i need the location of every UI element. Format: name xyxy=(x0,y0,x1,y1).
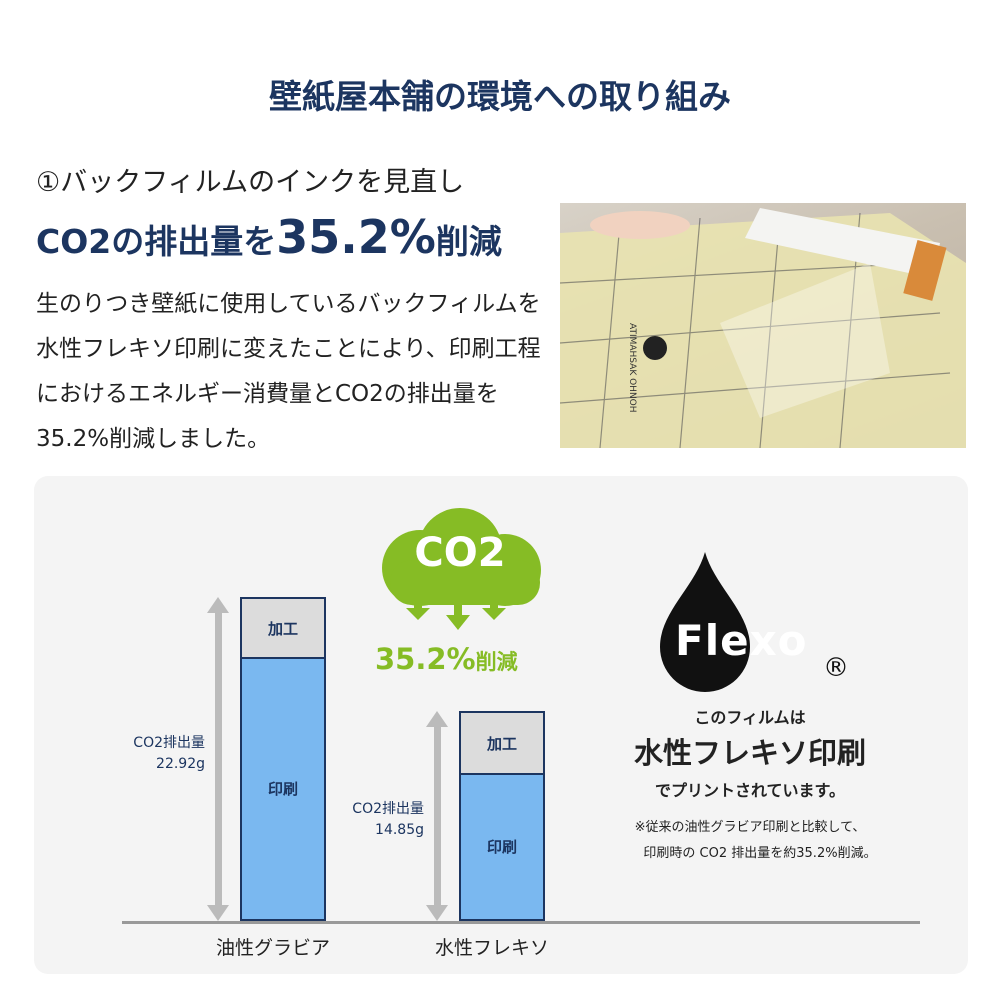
total-label-title: CO2排出量 xyxy=(352,801,424,818)
flexo-note1: ※従来の油性グラビア印刷と比較して、 xyxy=(634,820,866,835)
photo-print-text: ATIMAHSAK OHNOH xyxy=(627,323,637,413)
registered-mark: ® xyxy=(823,653,849,683)
reduction-value: 35.2% xyxy=(375,642,476,676)
height-arrow-icon xyxy=(207,597,229,921)
reduction-label: 削減 xyxy=(475,650,518,674)
category-label: 水性フレキソ xyxy=(434,937,549,959)
body-text: 生のりつき壁紙に使用しているバックフィルムを水性フレキソ印刷に変えたことにより、… xyxy=(36,291,541,452)
section-subtitle: ①バックフィルムのインクを見直し xyxy=(36,167,465,198)
flexo-logo: Flexo xyxy=(675,616,808,665)
flexo-line2: 水性フレキソ印刷 xyxy=(633,736,866,770)
bar-segment-processing: 加工 xyxy=(242,599,324,659)
category-label: 油性グラビア xyxy=(215,937,330,959)
stacked-bar: 加工 印刷 xyxy=(240,597,326,921)
co2-label: CO2 xyxy=(414,530,506,576)
flexo-note2: 印刷時の CO2 排出量を約35.2%削減。 xyxy=(643,846,877,861)
headline-pre: CO2の排出量を xyxy=(36,222,277,261)
bar-segment-printing: 印刷 xyxy=(461,772,543,919)
total-label: CO2排出量 22.92g xyxy=(85,733,205,775)
reduction-badge: 35.2%削減 xyxy=(375,642,518,676)
bar-segment-printing: 印刷 xyxy=(242,656,324,919)
headline-value: 35.2% xyxy=(276,210,436,264)
headline-post: 削減 xyxy=(435,222,502,261)
total-label: CO2排出量 14.85g xyxy=(304,799,424,841)
height-arrow-icon xyxy=(426,711,448,921)
flexo-line3: でプリントされています。 xyxy=(655,781,845,800)
total-label-value: 22.92g xyxy=(156,756,205,773)
flexo-line1: このフィルムは xyxy=(694,708,806,727)
chart-baseline xyxy=(122,921,920,924)
stacked-bar: 加工 印刷 xyxy=(459,711,545,921)
ink-drop-icon xyxy=(660,552,750,692)
total-label-value: 14.85g xyxy=(375,822,424,839)
product-photo: ATIMAHSAK OHNOH xyxy=(560,203,966,448)
headline: CO2の排出量を35.2%削減 xyxy=(36,210,502,264)
total-label-title: CO2排出量 xyxy=(133,735,205,752)
bar-segment-processing: 加工 xyxy=(461,713,543,775)
page-title: 壁紙屋本舗の環境への取り組み xyxy=(269,77,731,116)
co2-cloud-icon xyxy=(382,508,541,630)
